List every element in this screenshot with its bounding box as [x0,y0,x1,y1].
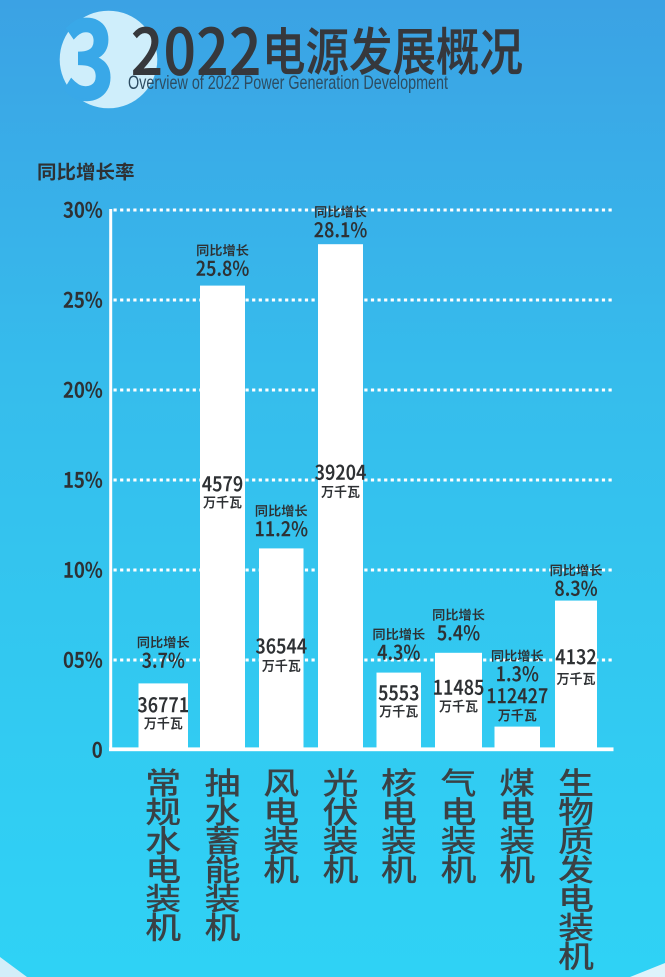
svg-text:Overview of 2022 Power Generat: Overview of 2022 Power Generation Develo… [128,73,448,94]
